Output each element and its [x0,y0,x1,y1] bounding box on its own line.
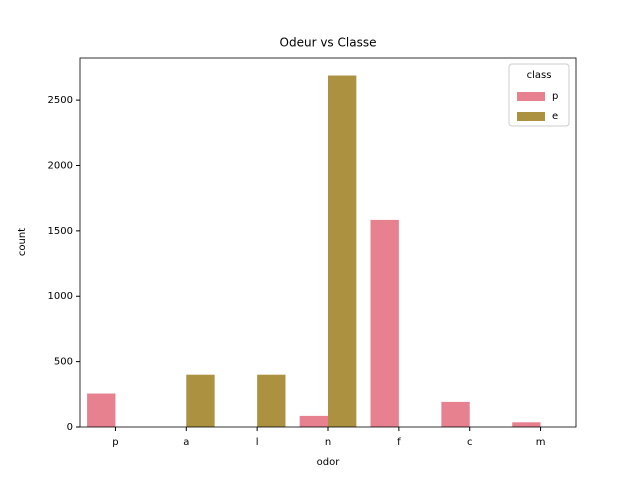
bar [186,374,215,427]
x-tick-label: f [397,437,401,448]
y-tick-label: 2000 [48,160,73,171]
y-tick-label: 2500 [48,95,73,106]
x-tick-label: l [256,437,259,448]
x-tick-label: p [112,437,118,448]
bar [441,401,470,427]
bar [328,75,357,428]
x-tick-label: a [183,437,189,448]
y-tick-label: 500 [54,357,73,368]
bar [512,422,541,427]
legend-title: class [527,70,552,81]
y-tick-label: 0 [67,422,73,433]
y-axis-label: count [17,228,28,256]
bar [299,415,328,427]
bar [370,219,399,427]
bar [257,374,286,427]
legend-swatch [517,92,545,101]
x-tick-label: c [467,437,473,448]
legend-swatch [517,112,545,121]
y-tick-label: 1500 [48,226,73,237]
y-tick-label: 1000 [48,291,73,302]
axes-frame [79,57,577,428]
bar [87,393,116,427]
legend-label: p [552,91,558,102]
legend-label: e [552,111,558,122]
chart-title: Odeur vs Classe [280,36,377,50]
x-tick-label: n [325,437,331,448]
x-tick-label: m [536,437,546,448]
x-axis-label: odor [317,457,341,468]
